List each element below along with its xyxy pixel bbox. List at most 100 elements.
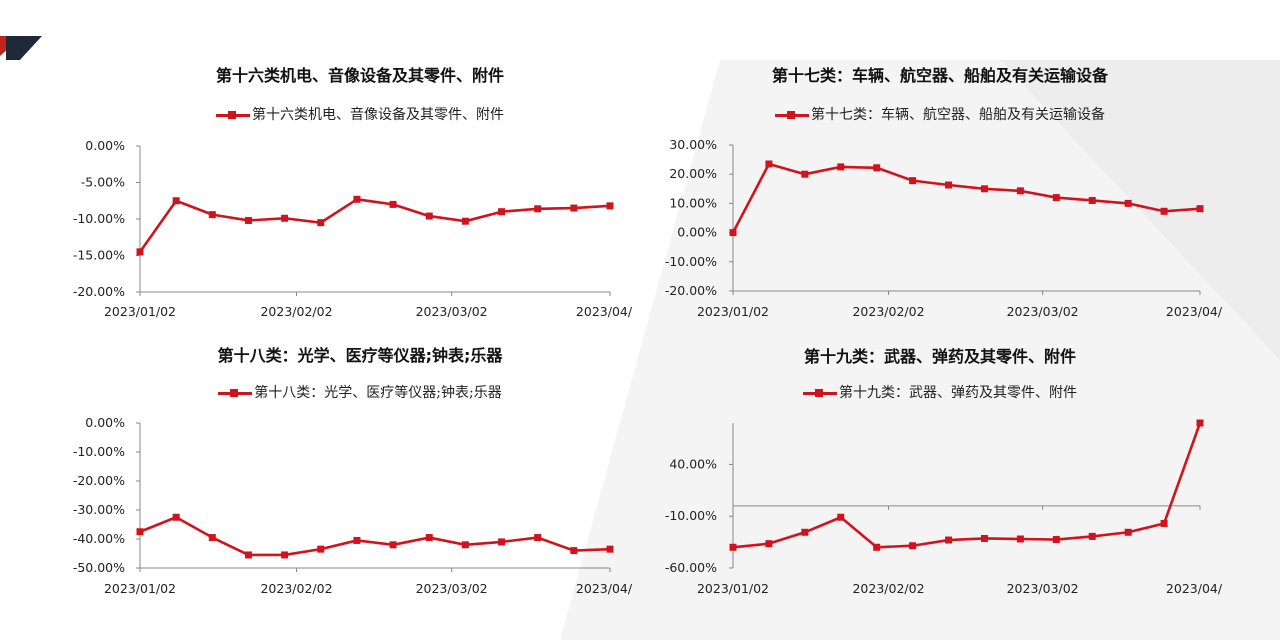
chart-title: 第十八类：光学、医疗等仪器;钟表;乐器 bbox=[217, 346, 503, 365]
data-point bbox=[1052, 536, 1060, 544]
x-tick-label: 2023/03/02 bbox=[416, 304, 488, 319]
legend-line-marker-icon bbox=[775, 110, 809, 120]
x-tick-label: 2023/01/02 bbox=[697, 304, 769, 319]
data-point bbox=[606, 545, 614, 553]
y-tick-label: 40.00% bbox=[669, 456, 717, 471]
legend-label: 第十六类机电、音像设备及其零件、附件 bbox=[252, 107, 504, 123]
corner-logo-mark bbox=[0, 36, 42, 60]
data-point bbox=[244, 216, 252, 224]
y-tick-label: -20.00% bbox=[665, 283, 717, 298]
x-tick-label: 2023/01/02 bbox=[697, 581, 769, 596]
legend-label: 第十九类：武器、弹药及其零件、附件 bbox=[839, 385, 1077, 401]
series-line bbox=[138, 197, 611, 253]
x-tick-label: 2023/04/ bbox=[576, 581, 633, 596]
data-point bbox=[873, 543, 881, 551]
x-tick-label: 2023/02/02 bbox=[260, 581, 332, 596]
y-tick-label: -10.00% bbox=[665, 254, 717, 269]
x-tick-label: 2023/04/ bbox=[576, 304, 633, 319]
chart-title: 第十九类：武器、弹药及其零件、附件 bbox=[803, 347, 1076, 366]
y-tick-label: 0.00% bbox=[677, 225, 717, 240]
y-tick-label: 10.00% bbox=[669, 195, 717, 210]
data-point bbox=[534, 205, 542, 213]
y-tick-label: -30.00% bbox=[73, 502, 125, 517]
chart-panel-class-16: 第十六类机电、音像设备及其零件、附件 第十六类机电、音像设备及其零件、附件 bbox=[70, 60, 650, 330]
data-point bbox=[606, 202, 614, 210]
series-line bbox=[732, 422, 1202, 549]
data-point bbox=[980, 534, 988, 542]
data-point bbox=[765, 160, 773, 168]
chart-panel-class-19: 第十九类：武器、弹药及其零件、附件 第十九类：武器、弹药及其零件、附件 bbox=[660, 340, 1220, 610]
data-point bbox=[1088, 196, 1096, 204]
x-tick-label: 2023/04/ bbox=[1166, 581, 1223, 596]
legend-line-marker-icon bbox=[218, 388, 253, 398]
data-point bbox=[837, 513, 845, 521]
chart-title: 第十七类：车辆、航空器、船舶及有关运输设备 bbox=[771, 66, 1108, 85]
data-point bbox=[837, 163, 845, 171]
data-point bbox=[1196, 419, 1204, 427]
data-point bbox=[172, 197, 180, 205]
data-point bbox=[208, 534, 216, 542]
data-point bbox=[389, 541, 397, 549]
y-tick-label: -10.00% bbox=[665, 508, 717, 523]
data-point bbox=[909, 177, 917, 185]
data-point bbox=[909, 542, 917, 550]
data-point bbox=[1016, 187, 1024, 195]
chart-panel-class-18: 第十八类：光学、医疗等仪器;钟表;乐器 第十八类：光学、医疗等仪器;钟表;乐器 bbox=[70, 340, 650, 610]
data-point bbox=[1196, 205, 1204, 213]
x-tick-label: 2023/02/02 bbox=[852, 581, 924, 596]
data-point bbox=[389, 200, 397, 208]
data-point bbox=[1052, 194, 1060, 202]
x-tick-label: 2023/02/02 bbox=[260, 304, 332, 319]
chart-legend: 第十七类：车辆、航空器、船舶及有关运输设备 bbox=[660, 104, 1220, 124]
x-tick-label: 2023/01/02 bbox=[104, 304, 176, 319]
data-point bbox=[281, 551, 289, 559]
data-point bbox=[801, 528, 809, 536]
data-point bbox=[425, 212, 433, 220]
data-point bbox=[1160, 519, 1168, 527]
chart-panel-class-17: 第十七类：车辆、航空器、船舶及有关运输设备 第十七类：车辆、航空器、船舶及有关运… bbox=[660, 60, 1220, 330]
data-point bbox=[461, 541, 469, 549]
data-point bbox=[425, 534, 433, 542]
y-tick-label: 20.00% bbox=[669, 166, 717, 181]
y-tick-label: -10.00% bbox=[73, 444, 125, 459]
chart-legend: 第十九类：武器、弹药及其零件、附件 bbox=[660, 382, 1220, 402]
data-point bbox=[281, 214, 289, 222]
chart-legend: 第十六类机电、音像设备及其零件、附件 bbox=[70, 104, 650, 124]
data-point bbox=[244, 551, 252, 559]
data-point bbox=[1088, 532, 1096, 540]
legend-line-marker-icon bbox=[216, 110, 250, 120]
y-tick-label: -40.00% bbox=[73, 531, 125, 546]
data-point bbox=[353, 195, 361, 203]
data-point bbox=[1124, 199, 1132, 207]
data-point bbox=[317, 545, 325, 553]
y-tick-label: -50.00% bbox=[73, 560, 125, 575]
y-tick-label: -10.00% bbox=[73, 211, 125, 226]
chart-title: 第十六类机电、音像设备及其零件、附件 bbox=[215, 66, 504, 85]
data-point bbox=[353, 536, 361, 544]
data-point bbox=[498, 208, 506, 216]
data-point bbox=[570, 204, 578, 212]
y-tick-label: -15.00% bbox=[73, 248, 125, 263]
y-tick-label: -5.00% bbox=[81, 175, 125, 190]
data-point bbox=[208, 211, 216, 219]
data-point bbox=[1016, 535, 1024, 543]
y-tick-label: 0.00% bbox=[85, 415, 125, 430]
x-tick-label: 2023/02/02 bbox=[852, 304, 924, 319]
data-point bbox=[570, 547, 578, 555]
data-point bbox=[534, 534, 542, 542]
data-point bbox=[729, 229, 737, 237]
data-point bbox=[980, 185, 988, 193]
data-point bbox=[945, 536, 953, 544]
data-point bbox=[317, 219, 325, 227]
y-tick-label: 0.00% bbox=[85, 138, 125, 153]
data-point bbox=[729, 543, 737, 551]
x-tick-label: 2023/01/02 bbox=[104, 581, 176, 596]
data-point bbox=[765, 540, 773, 548]
legend-line-marker-icon bbox=[803, 388, 837, 398]
y-tick-label: -20.00% bbox=[73, 473, 125, 488]
series-line bbox=[731, 162, 1201, 234]
